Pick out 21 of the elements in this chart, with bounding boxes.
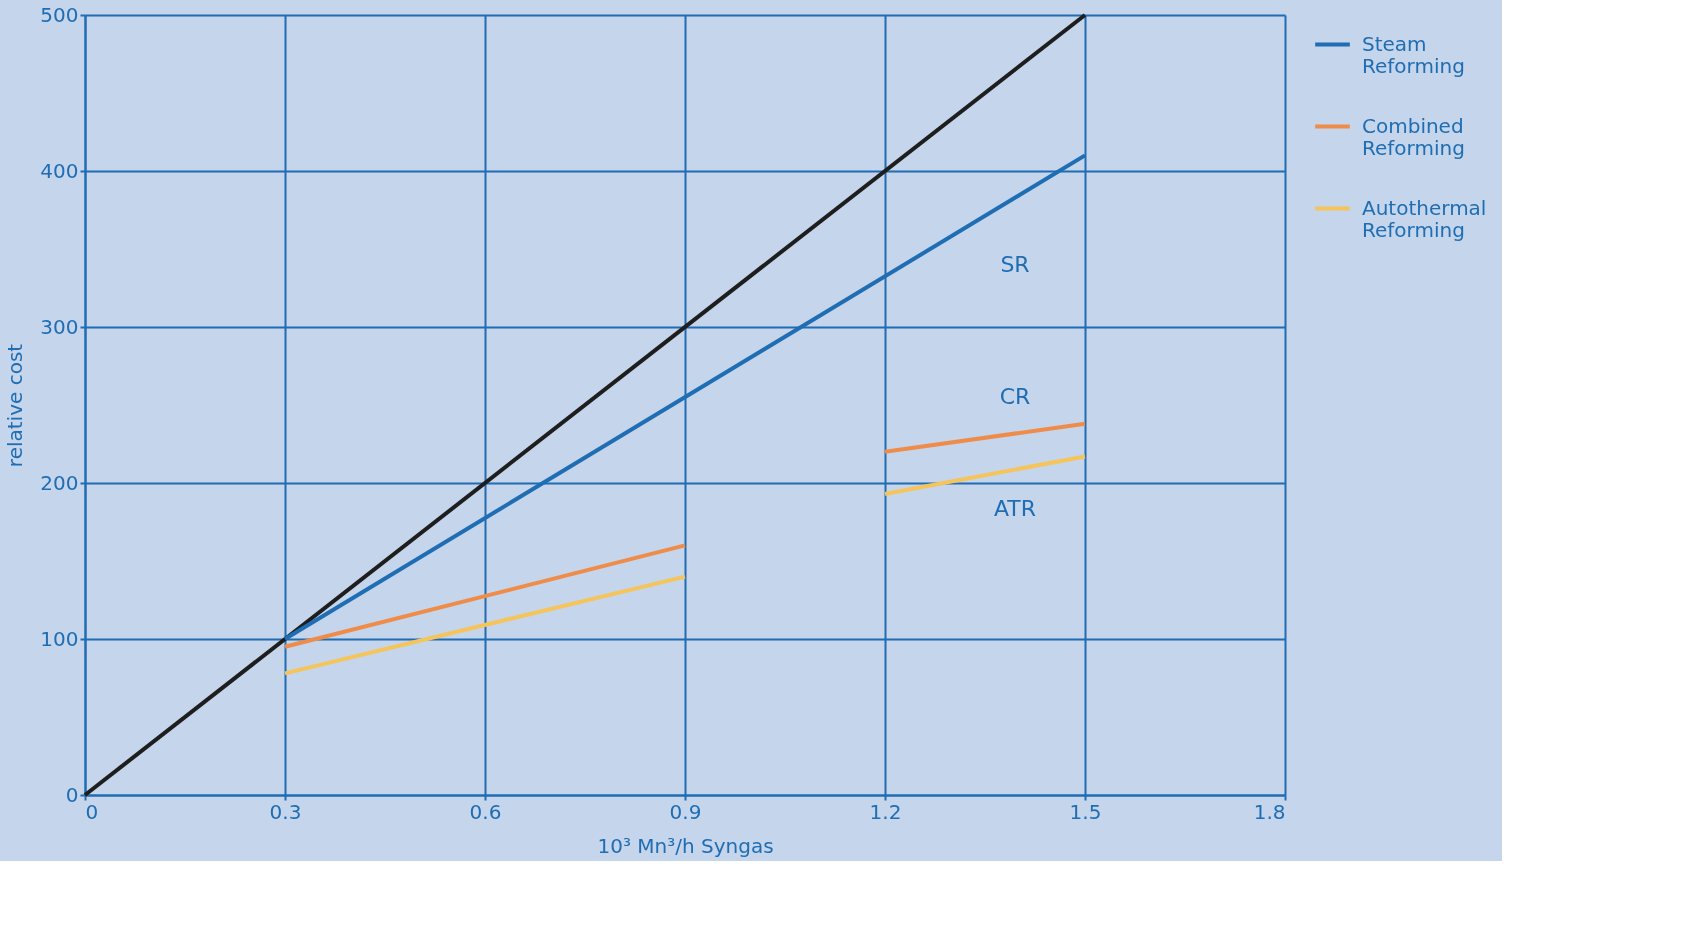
annotation: CR: [999, 383, 1031, 409]
annotation: ATR: [993, 496, 1037, 522]
x-tick-label: 1.8: [1253, 799, 1286, 824]
x-tick-label: 0.9: [669, 799, 702, 824]
legend-label: Steam Reforming: [1362, 31, 1465, 78]
annotation: SR: [1000, 252, 1030, 278]
y-tick-label: 100: [40, 626, 79, 651]
x-tick-label: 0.6: [469, 799, 502, 824]
y-tick-label: 0: [65, 782, 79, 807]
x-tick-label: 1.2: [869, 799, 902, 824]
x-axis-title: 10³ Mn³/h Syngas: [597, 833, 774, 858]
legend-label: Combined Reforming: [1362, 113, 1465, 160]
y-tick-label: 200: [40, 470, 79, 495]
legend-label: Autothermal Reforming: [1362, 195, 1487, 242]
x-tick-label: 1.5: [1069, 799, 1102, 824]
x-tick-label: 0.3: [269, 799, 302, 824]
y-axis-title: relative cost: [3, 343, 28, 468]
x-tick-label: 0: [85, 799, 99, 824]
y-tick-label: 300: [40, 314, 79, 339]
y-tick-label: 500: [40, 2, 79, 27]
y-tick-label: 400: [40, 158, 79, 183]
